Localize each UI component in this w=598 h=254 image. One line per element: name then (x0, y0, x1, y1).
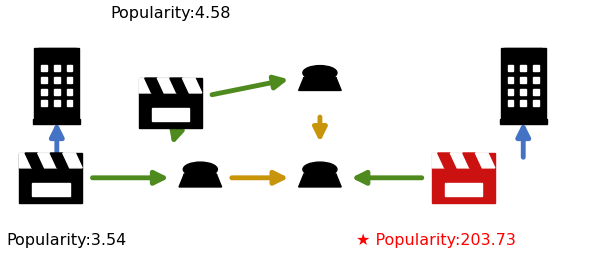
Bar (32, 183, 69, 196)
Bar (520, 77, 526, 83)
Polygon shape (182, 78, 202, 93)
Bar (139, 93, 202, 128)
Polygon shape (157, 78, 177, 93)
Bar (139, 78, 202, 93)
Text: Popularity:4.58: Popularity:4.58 (110, 6, 231, 22)
Polygon shape (179, 174, 222, 187)
Bar (54, 100, 60, 106)
Bar (66, 65, 72, 71)
Bar (151, 108, 189, 121)
Text: ★ Popularity:203.73: ★ Popularity:203.73 (356, 232, 515, 248)
Bar (41, 100, 47, 106)
Bar (20, 153, 83, 168)
Bar (508, 77, 514, 83)
Polygon shape (298, 78, 341, 90)
Polygon shape (139, 78, 152, 93)
Bar (20, 168, 83, 203)
Polygon shape (25, 153, 45, 168)
Bar (66, 100, 72, 106)
FancyBboxPatch shape (504, 48, 542, 54)
Text: Popularity:3.54: Popularity:3.54 (6, 232, 126, 248)
Bar (54, 88, 60, 94)
Bar (41, 65, 47, 71)
Polygon shape (463, 153, 483, 168)
Polygon shape (38, 153, 57, 168)
Bar (34, 48, 79, 119)
Ellipse shape (304, 173, 336, 176)
Bar (533, 100, 539, 106)
Ellipse shape (184, 173, 216, 176)
Polygon shape (298, 174, 341, 187)
Bar (520, 88, 526, 94)
Polygon shape (438, 153, 457, 168)
Polygon shape (50, 153, 69, 168)
Bar (520, 65, 526, 71)
Bar (41, 77, 47, 83)
Polygon shape (450, 153, 470, 168)
Bar (445, 183, 482, 196)
Bar (508, 88, 514, 94)
Polygon shape (475, 153, 495, 168)
Bar (533, 77, 539, 83)
Bar (41, 88, 47, 94)
Polygon shape (63, 153, 82, 168)
Bar (520, 100, 526, 106)
Bar (533, 88, 539, 94)
Circle shape (183, 162, 218, 177)
Polygon shape (145, 78, 164, 93)
Bar (432, 153, 495, 168)
Circle shape (303, 162, 337, 177)
Bar (500, 119, 547, 124)
FancyBboxPatch shape (38, 48, 76, 54)
Circle shape (303, 66, 337, 80)
Polygon shape (20, 153, 32, 168)
Bar (508, 100, 514, 106)
Bar (33, 119, 80, 124)
Bar (432, 168, 495, 203)
Bar (54, 65, 60, 71)
Bar (508, 65, 514, 71)
Bar (533, 65, 539, 71)
Bar (501, 48, 545, 119)
Polygon shape (432, 153, 445, 168)
Bar (54, 77, 60, 83)
Ellipse shape (304, 76, 336, 80)
Bar (66, 77, 72, 83)
Bar (66, 88, 72, 94)
Polygon shape (170, 78, 189, 93)
